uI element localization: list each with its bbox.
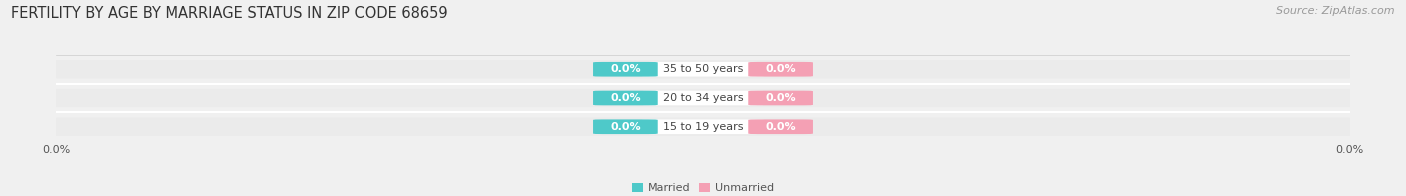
FancyBboxPatch shape [748, 119, 813, 134]
FancyBboxPatch shape [593, 91, 658, 105]
FancyBboxPatch shape [641, 91, 765, 105]
FancyBboxPatch shape [641, 119, 765, 134]
FancyBboxPatch shape [49, 60, 1357, 78]
Text: 0.0%: 0.0% [765, 64, 796, 74]
Text: Source: ZipAtlas.com: Source: ZipAtlas.com [1277, 6, 1395, 16]
Text: 0.0%: 0.0% [610, 64, 641, 74]
Text: 0.0%: 0.0% [765, 93, 796, 103]
FancyBboxPatch shape [49, 118, 1357, 136]
Text: 15 to 19 years: 15 to 19 years [662, 122, 744, 132]
FancyBboxPatch shape [593, 119, 658, 134]
FancyBboxPatch shape [641, 62, 765, 77]
Text: 0.0%: 0.0% [765, 122, 796, 132]
FancyBboxPatch shape [49, 89, 1357, 107]
Legend: Married, Unmarried: Married, Unmarried [627, 178, 779, 196]
Text: FERTILITY BY AGE BY MARRIAGE STATUS IN ZIP CODE 68659: FERTILITY BY AGE BY MARRIAGE STATUS IN Z… [11, 6, 449, 21]
FancyBboxPatch shape [748, 62, 813, 77]
Text: 0.0%: 0.0% [610, 122, 641, 132]
Text: 20 to 34 years: 20 to 34 years [662, 93, 744, 103]
FancyBboxPatch shape [593, 62, 658, 77]
Text: 35 to 50 years: 35 to 50 years [662, 64, 744, 74]
Text: 0.0%: 0.0% [610, 93, 641, 103]
FancyBboxPatch shape [748, 91, 813, 105]
